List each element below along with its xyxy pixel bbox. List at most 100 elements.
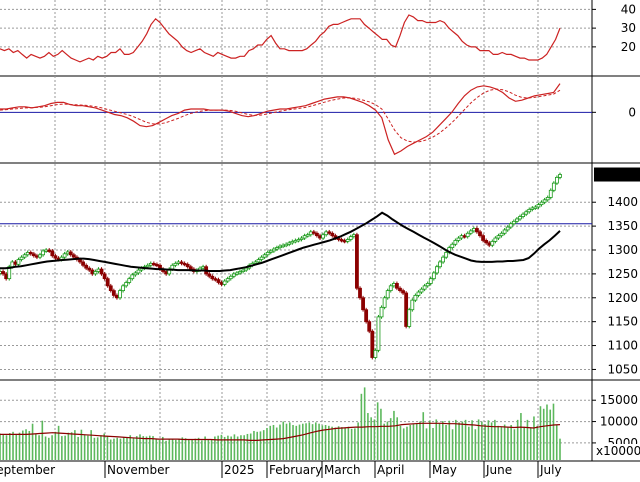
candle-body-129 (395, 283, 399, 289)
candle-body-34 (102, 273, 107, 280)
candle-body-176 (539, 201, 544, 206)
x-label-5: April (377, 463, 404, 477)
candle-body-128 (391, 283, 396, 287)
candle-body-144 (441, 256, 445, 263)
volume-unit-box (594, 444, 640, 457)
candle-body-108 (330, 232, 335, 237)
candle-body-125 (382, 297, 387, 308)
rsi-tick-label-0: 20 (621, 40, 636, 54)
candle-body-76 (231, 273, 236, 277)
candle-body-99 (302, 235, 307, 239)
candle-body-79 (241, 269, 245, 272)
candle-body-61 (185, 263, 190, 268)
candle-body-169 (518, 216, 522, 220)
candle-body-148 (453, 240, 458, 245)
candle-body-90 (275, 247, 279, 250)
candle-body-57 (173, 262, 178, 266)
candle-body-105 (321, 234, 325, 239)
candle-body-154 (471, 228, 476, 232)
x-label-4: March (324, 463, 361, 477)
candle-body-152 (465, 232, 470, 238)
x-label-7: June (485, 463, 512, 477)
candle-body-156 (478, 231, 482, 237)
candle-body-134 (410, 299, 415, 311)
candle-body-149 (456, 237, 461, 241)
candle-body-91 (278, 245, 282, 249)
candle-body-58 (176, 261, 181, 264)
candle-body-51 (155, 263, 159, 267)
x-label-3: February (269, 463, 322, 477)
candle-body-92 (281, 244, 285, 248)
candle-body-17 (50, 250, 55, 257)
candle-body-126 (385, 290, 390, 299)
macd-tick-label-0: 0 (628, 105, 636, 119)
volume-tick-label-1: 10000 (600, 415, 638, 429)
candle-body-75 (228, 275, 233, 280)
candle-body-27 (81, 261, 85, 266)
candle-body-143 (438, 261, 442, 268)
candle-body-182 (558, 174, 562, 178)
volume-unit-label: x100000 (596, 444, 640, 458)
candle-body-115 (351, 234, 356, 238)
candle-body-137 (419, 288, 424, 293)
candle-body-66 (201, 266, 205, 269)
candle-body-11 (31, 253, 36, 257)
candle-body-168 (515, 218, 519, 222)
candle-body-84 (256, 259, 261, 263)
x-label-1: November (107, 463, 169, 477)
candle-body-165 (505, 226, 510, 231)
candle-body-18 (53, 255, 58, 259)
candle-body-127 (388, 285, 393, 292)
candle-body-178 (545, 197, 550, 201)
last-price-badge (594, 167, 640, 182)
price-tick-label-7: 1400 (607, 195, 638, 209)
candle-body-138 (422, 285, 427, 290)
x-label-8: July (539, 463, 562, 477)
price-tick-label-1: 1100 (607, 339, 638, 353)
candle-body-45 (136, 269, 141, 274)
price-tick-label-3: 1200 (607, 291, 638, 305)
candle-body-37 (111, 290, 116, 296)
candle-body-139 (425, 283, 430, 287)
candle-body-44 (133, 272, 138, 276)
candle-body-83 (253, 261, 258, 264)
candle-body-97 (296, 239, 301, 242)
candle-body-113 (345, 239, 350, 242)
candle-body-98 (299, 237, 304, 240)
candle-body-116 (355, 234, 359, 289)
candle-body-56 (170, 264, 175, 270)
candle-body-24 (71, 254, 76, 258)
candle-body-42 (127, 278, 132, 283)
candle-body-130 (398, 287, 402, 292)
candle-body-121 (370, 330, 375, 358)
candle-body-73 (222, 280, 227, 285)
candle-body-133 (407, 309, 412, 327)
candle-body-135 (413, 294, 418, 301)
candle-body-1 (1, 271, 5, 275)
candle-body-93 (284, 243, 289, 247)
candle-body-120 (367, 321, 372, 332)
rsi-line (0, 14, 561, 63)
candle-body-35 (105, 278, 110, 287)
candle-body-158 (484, 240, 489, 244)
candle-body-101 (308, 231, 313, 236)
candle-body-171 (524, 211, 529, 215)
candle-body-177 (542, 199, 547, 203)
macd-signal-line (0, 88, 561, 143)
x-label-6: May (432, 463, 457, 477)
candle-body-164 (502, 229, 507, 234)
candle-body-117 (358, 287, 362, 299)
candle-body-10 (28, 251, 33, 255)
candle-body-170 (521, 213, 525, 217)
candle-body-71 (216, 279, 221, 283)
candle-body-106 (324, 231, 329, 236)
candle-body-69 (210, 275, 215, 280)
candle-body-160 (490, 240, 495, 246)
candle-body-172 (527, 208, 532, 213)
candle-body-12 (35, 255, 39, 258)
candle-body-95 (290, 240, 295, 244)
candle-body-131 (401, 290, 405, 294)
candle-body-23 (68, 251, 73, 256)
candle-body-41 (124, 282, 129, 287)
